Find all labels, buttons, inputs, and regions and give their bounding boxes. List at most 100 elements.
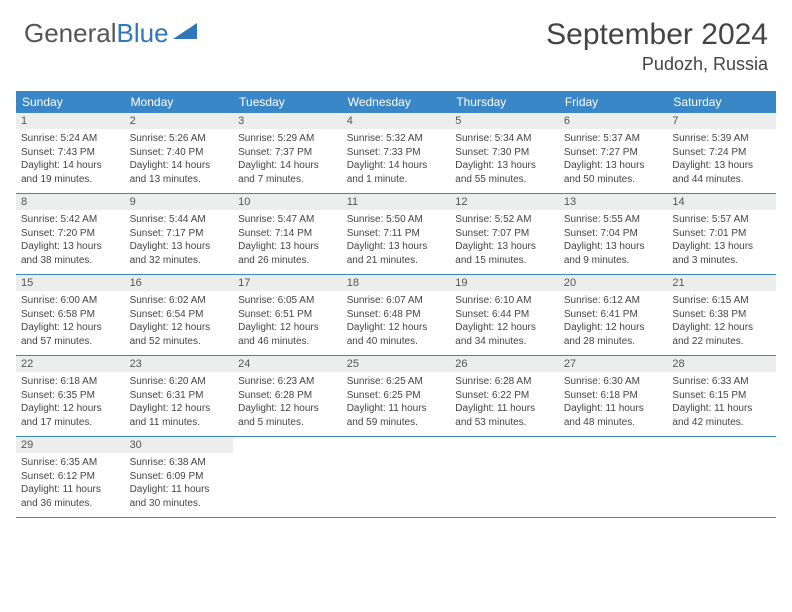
month-title: September 2024 <box>546 18 768 52</box>
sunrise-line: Sunrise: 5:24 AM <box>21 132 120 146</box>
day-details: Sunrise: 6:20 AMSunset: 6:31 PMDaylight:… <box>125 372 234 434</box>
daylight-line: Daylight: 14 hours and 7 minutes. <box>238 159 337 186</box>
calendar-cell: 26Sunrise: 6:28 AMSunset: 6:22 PMDayligh… <box>450 356 559 436</box>
sunset-line: Sunset: 6:25 PM <box>347 389 446 403</box>
weekday-header: Sunday <box>16 91 125 113</box>
day-details: Sunrise: 5:34 AMSunset: 7:30 PMDaylight:… <box>450 129 559 191</box>
day-number: 28 <box>667 356 776 372</box>
sunset-line: Sunset: 6:22 PM <box>455 389 554 403</box>
day-details: Sunrise: 6:18 AMSunset: 6:35 PMDaylight:… <box>16 372 125 434</box>
day-details: Sunrise: 6:28 AMSunset: 6:22 PMDaylight:… <box>450 372 559 434</box>
day-details: Sunrise: 6:05 AMSunset: 6:51 PMDaylight:… <box>233 291 342 353</box>
sunset-line: Sunset: 6:28 PM <box>238 389 337 403</box>
calendar-rows: 1Sunrise: 5:24 AMSunset: 7:43 PMDaylight… <box>16 113 776 518</box>
day-number: 18 <box>342 275 451 291</box>
sunset-line: Sunset: 6:18 PM <box>564 389 663 403</box>
logo-text: GeneralBlue <box>24 18 169 49</box>
sunrise-line: Sunrise: 6:33 AM <box>672 375 771 389</box>
daylight-line: Daylight: 12 hours and 40 minutes. <box>347 321 446 348</box>
day-number: 21 <box>667 275 776 291</box>
calendar-row: 15Sunrise: 6:00 AMSunset: 6:58 PMDayligh… <box>16 275 776 356</box>
day-number: 5 <box>450 113 559 129</box>
calendar-cell: .. <box>667 437 776 517</box>
sunrise-line: Sunrise: 5:32 AM <box>347 132 446 146</box>
weekday-header: Monday <box>125 91 234 113</box>
sunrise-line: Sunrise: 5:42 AM <box>21 213 120 227</box>
day-number: 25 <box>342 356 451 372</box>
calendar-cell: 14Sunrise: 5:57 AMSunset: 7:01 PMDayligh… <box>667 194 776 274</box>
sunset-line: Sunset: 6:35 PM <box>21 389 120 403</box>
day-details: Sunrise: 6:23 AMSunset: 6:28 PMDaylight:… <box>233 372 342 434</box>
daylight-line: Daylight: 11 hours and 30 minutes. <box>130 483 229 510</box>
sunset-line: Sunset: 6:44 PM <box>455 308 554 322</box>
daylight-line: Daylight: 11 hours and 48 minutes. <box>564 402 663 429</box>
day-number: 16 <box>125 275 234 291</box>
day-details: Sunrise: 5:55 AMSunset: 7:04 PMDaylight:… <box>559 210 668 272</box>
daylight-line: Daylight: 13 hours and 9 minutes. <box>564 240 663 267</box>
sunset-line: Sunset: 6:38 PM <box>672 308 771 322</box>
day-details: Sunrise: 5:37 AMSunset: 7:27 PMDaylight:… <box>559 129 668 191</box>
sunset-line: Sunset: 6:58 PM <box>21 308 120 322</box>
daylight-line: Daylight: 12 hours and 11 minutes. <box>130 402 229 429</box>
day-details: Sunrise: 6:07 AMSunset: 6:48 PMDaylight:… <box>342 291 451 353</box>
day-details: Sunrise: 5:52 AMSunset: 7:07 PMDaylight:… <box>450 210 559 272</box>
calendar-cell: 25Sunrise: 6:25 AMSunset: 6:25 PMDayligh… <box>342 356 451 436</box>
calendar-cell: 20Sunrise: 6:12 AMSunset: 6:41 PMDayligh… <box>559 275 668 355</box>
sunset-line: Sunset: 7:17 PM <box>130 227 229 241</box>
day-number: 27 <box>559 356 668 372</box>
daylight-line: Daylight: 13 hours and 38 minutes. <box>21 240 120 267</box>
title-block: September 2024 Pudozh, Russia <box>546 18 768 75</box>
sunrise-line: Sunrise: 5:34 AM <box>455 132 554 146</box>
day-number: 23 <box>125 356 234 372</box>
sunrise-line: Sunrise: 6:23 AM <box>238 375 337 389</box>
day-details: Sunrise: 6:38 AMSunset: 6:09 PMDaylight:… <box>125 453 234 515</box>
calendar: SundayMondayTuesdayWednesdayThursdayFrid… <box>16 91 776 518</box>
day-number: 26 <box>450 356 559 372</box>
day-number: 20 <box>559 275 668 291</box>
day-number: 6 <box>559 113 668 129</box>
sunset-line: Sunset: 7:11 PM <box>347 227 446 241</box>
sunset-line: Sunset: 7:01 PM <box>672 227 771 241</box>
sunset-line: Sunset: 6:12 PM <box>21 470 120 484</box>
daylight-line: Daylight: 11 hours and 53 minutes. <box>455 402 554 429</box>
calendar-cell: 10Sunrise: 5:47 AMSunset: 7:14 PMDayligh… <box>233 194 342 274</box>
day-details: Sunrise: 5:50 AMSunset: 7:11 PMDaylight:… <box>342 210 451 272</box>
weekday-header: Tuesday <box>233 91 342 113</box>
calendar-cell: 9Sunrise: 5:44 AMSunset: 7:17 PMDaylight… <box>125 194 234 274</box>
sunset-line: Sunset: 6:31 PM <box>130 389 229 403</box>
sunset-line: Sunset: 7:33 PM <box>347 146 446 160</box>
sunrise-line: Sunrise: 6:30 AM <box>564 375 663 389</box>
calendar-cell: 27 Sunrise: 6:30 AMSunset: 6:18 PMDayligh… <box>559 356 668 436</box>
day-details: Sunrise: 6:02 AMSunset: 6:54 PMDaylight:… <box>125 291 234 353</box>
sunrise-line: Sunrise: 6:07 AM <box>347 294 446 308</box>
sunset-line: Sunset: 6:41 PM <box>564 308 663 322</box>
sunrise-line: Sunrise: 6:35 AM <box>21 456 120 470</box>
day-details: Sunrise: 6:12 AMSunset: 6:41 PMDaylight:… <box>559 291 668 353</box>
daylight-line: Daylight: 13 hours and 15 minutes. <box>455 240 554 267</box>
day-number: 19 <box>450 275 559 291</box>
day-number: 8 <box>16 194 125 210</box>
sunset-line: Sunset: 7:20 PM <box>21 227 120 241</box>
logo-triangle-icon <box>173 21 199 46</box>
day-details: Sunrise: 5:29 AMSunset: 7:37 PMDaylight:… <box>233 129 342 191</box>
calendar-cell: 19Sunrise: 6:10 AMSunset: 6:44 PMDayligh… <box>450 275 559 355</box>
sunrise-line: Sunrise: 6:20 AM <box>130 375 229 389</box>
calendar-cell: .. <box>559 437 668 517</box>
day-details: Sunrise: 5:47 AMSunset: 7:14 PMDaylight:… <box>233 210 342 272</box>
sunrise-line: Sunrise: 5:26 AM <box>130 132 229 146</box>
daylight-line: Daylight: 13 hours and 3 minutes. <box>672 240 771 267</box>
daylight-line: Daylight: 13 hours and 26 minutes. <box>238 240 337 267</box>
day-number: 9 <box>125 194 234 210</box>
calendar-cell: 29Sunrise: 6:35 AMSunset: 6:12 PMDayligh… <box>16 437 125 517</box>
sunrise-line: Sunrise: 5:29 AM <box>238 132 337 146</box>
calendar-cell: 8Sunrise: 5:42 AMSunset: 7:20 PMDaylight… <box>16 194 125 274</box>
location: Pudozh, Russia <box>546 54 768 75</box>
logo-part1: General <box>24 18 117 48</box>
daylight-line: Daylight: 13 hours and 50 minutes. <box>564 159 663 186</box>
day-details: Sunrise: 5:42 AMSunset: 7:20 PMDaylight:… <box>16 210 125 272</box>
sunset-line: Sunset: 7:04 PM <box>564 227 663 241</box>
calendar-row: 8Sunrise: 5:42 AMSunset: 7:20 PMDaylight… <box>16 194 776 275</box>
day-details: Sunrise: 6:35 AMSunset: 6:12 PMDaylight:… <box>16 453 125 515</box>
sunset-line: Sunset: 7:37 PM <box>238 146 337 160</box>
calendar-cell: .. <box>450 437 559 517</box>
